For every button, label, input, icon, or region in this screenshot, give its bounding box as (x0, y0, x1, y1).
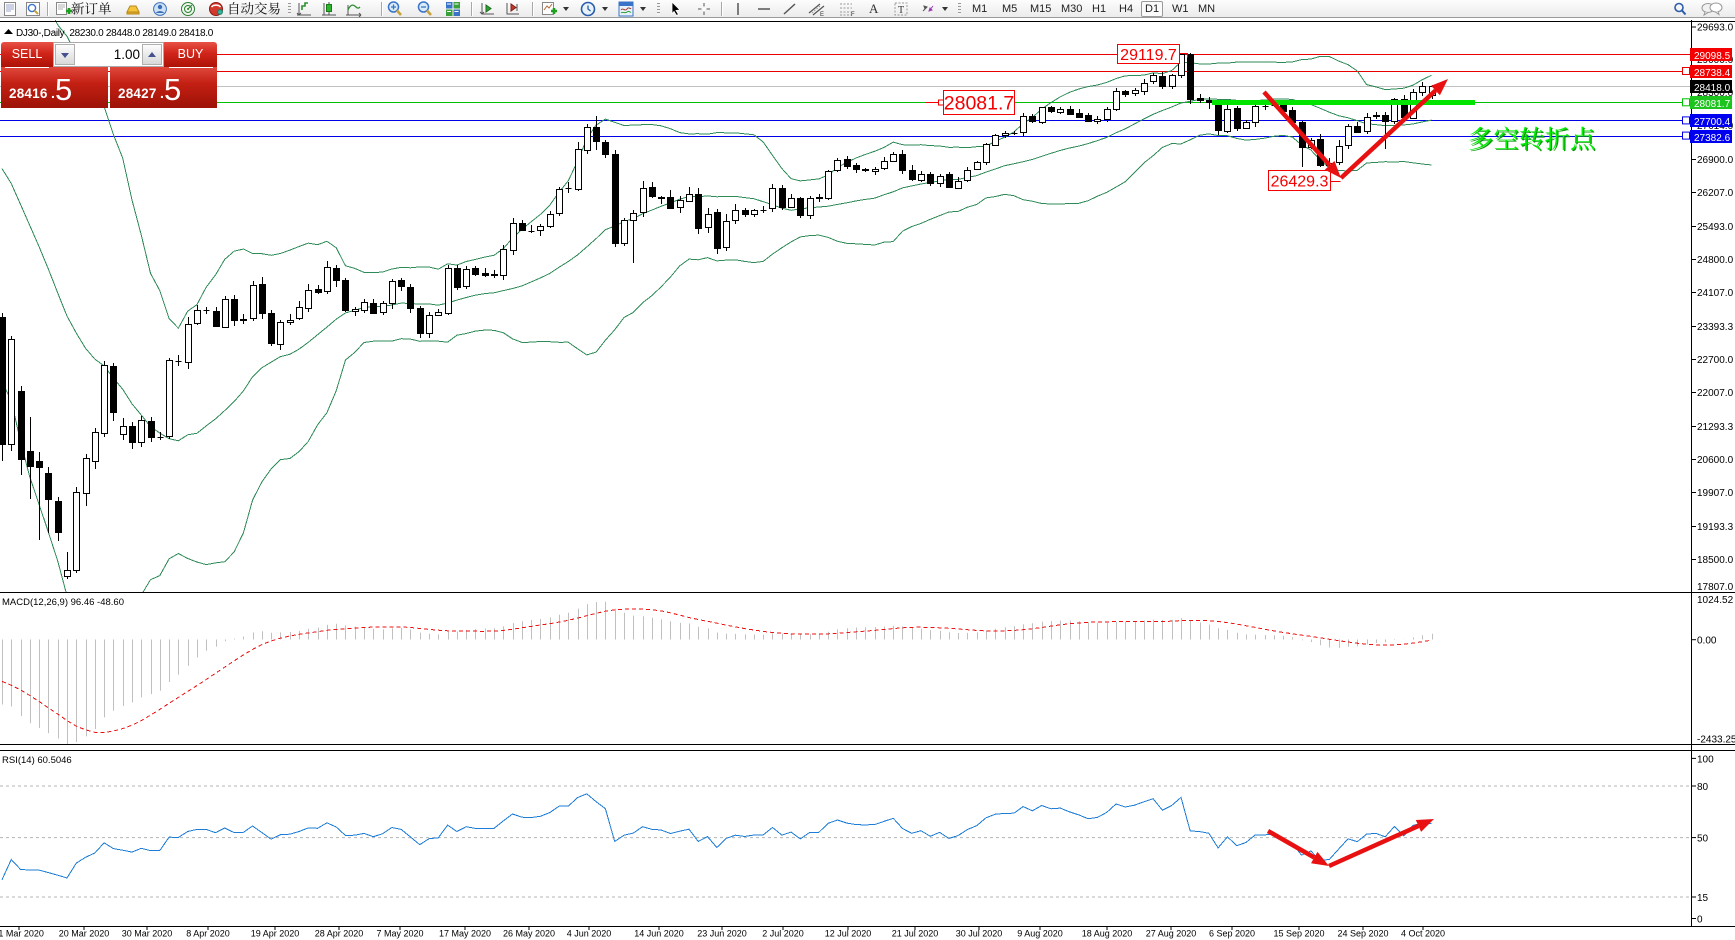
svg-text:F: F (851, 12, 855, 17)
svg-text:14 Jun 2020: 14 Jun 2020 (634, 929, 684, 939)
svg-text:0: 0 (1697, 914, 1703, 925)
svg-text:30 Mar 2020: 30 Mar 2020 (122, 929, 173, 939)
svg-text:26 May 2020: 26 May 2020 (503, 929, 555, 939)
svg-text:25493.0: 25493.0 (1697, 222, 1734, 233)
svg-text:27 Aug 2020: 27 Aug 2020 (1146, 929, 1197, 939)
svg-text:21293.3: 21293.3 (1697, 422, 1734, 433)
svg-text:26207.0: 26207.0 (1697, 188, 1734, 199)
svg-text:28081.7: 28081.7 (944, 93, 1015, 115)
svg-text:15: 15 (1697, 893, 1709, 904)
svg-text:29693.0: 29693.0 (1697, 23, 1734, 34)
svg-text:20600.0: 20600.0 (1697, 455, 1734, 466)
svg-text:17 May 2020: 17 May 2020 (439, 929, 491, 939)
svg-text:19 Apr 2020: 19 Apr 2020 (251, 929, 300, 939)
svg-text:20 Mar 2020: 20 Mar 2020 (59, 929, 110, 939)
svg-text:RSI(14) 60.5046: RSI(14) 60.5046 (2, 755, 72, 766)
svg-text:T: T (898, 5, 904, 16)
svg-text:6 Sep 2020: 6 Sep 2020 (1209, 929, 1255, 939)
svg-text:4 Jun 2020: 4 Jun 2020 (567, 929, 612, 939)
svg-text:28 Apr 2020: 28 Apr 2020 (315, 929, 364, 939)
svg-text:2 Jul 2020: 2 Jul 2020 (762, 929, 804, 939)
svg-text:MACD(12,26,9) 96.46 -48.60: MACD(12,26,9) 96.46 -48.60 (2, 597, 124, 608)
svg-text:19907.0: 19907.0 (1697, 488, 1734, 499)
svg-text:15 Sep 2020: 15 Sep 2020 (1273, 929, 1324, 939)
svg-text:8 Apr 2020: 8 Apr 2020 (186, 929, 230, 939)
svg-text:23393.3: 23393.3 (1697, 322, 1734, 333)
svg-text:0.00: 0.00 (1697, 636, 1717, 647)
svg-text:26429.3: 26429.3 (1271, 173, 1329, 190)
svg-text:24107.0: 24107.0 (1697, 288, 1734, 299)
svg-text:11 Mar 2020: 11 Mar 2020 (0, 929, 44, 939)
svg-text:18 Aug 2020: 18 Aug 2020 (1082, 929, 1133, 939)
svg-text:4 Oct 2020: 4 Oct 2020 (1401, 929, 1445, 939)
svg-text:19193.3: 19193.3 (1697, 522, 1734, 533)
svg-text:24 Sep 2020: 24 Sep 2020 (1337, 929, 1388, 939)
svg-text:DJ30-,Daily 28230.0 28448.0 2: DJ30-,Daily 28230.0 28448.0 28149.0 2841… (16, 28, 214, 39)
svg-text:80: 80 (1697, 782, 1709, 793)
svg-text:30 Jul 2020: 30 Jul 2020 (956, 929, 1003, 939)
svg-text:100: 100 (1697, 754, 1714, 765)
svg-text:22700.0: 22700.0 (1697, 355, 1734, 366)
svg-text:29119.7: 29119.7 (1120, 47, 1177, 64)
svg-text:7 May 2020: 7 May 2020 (376, 929, 423, 939)
svg-text:18500.0: 18500.0 (1697, 555, 1734, 566)
svg-text:-2433.25: -2433.25 (1697, 735, 1735, 746)
svg-text:23 Jun 2020: 23 Jun 2020 (697, 929, 747, 939)
svg-text:27700.4: 27700.4 (1694, 117, 1731, 128)
svg-text:9 Aug 2020: 9 Aug 2020 (1017, 929, 1063, 939)
svg-text:29098.5: 29098.5 (1694, 51, 1731, 62)
svg-text:17807.0: 17807.0 (1697, 582, 1734, 593)
svg-text:21 Jul 2020: 21 Jul 2020 (892, 929, 939, 939)
svg-text:26900.0: 26900.0 (1697, 155, 1734, 166)
svg-text:27382.6: 27382.6 (1694, 133, 1731, 144)
svg-text:22007.0: 22007.0 (1697, 388, 1734, 399)
svg-text:50: 50 (1697, 834, 1709, 845)
svg-text:12 Jul 2020: 12 Jul 2020 (825, 929, 872, 939)
svg-text:28081.7: 28081.7 (1694, 99, 1731, 110)
svg-text:28418.0: 28418.0 (1694, 83, 1731, 94)
svg-text:E: E (820, 12, 824, 17)
svg-text:28738.4: 28738.4 (1694, 68, 1731, 79)
svg-text:24800.0: 24800.0 (1697, 255, 1734, 266)
svg-text:28300.0: 28300.0 (1697, 88, 1734, 99)
svg-text:1024.52: 1024.52 (1697, 595, 1734, 606)
